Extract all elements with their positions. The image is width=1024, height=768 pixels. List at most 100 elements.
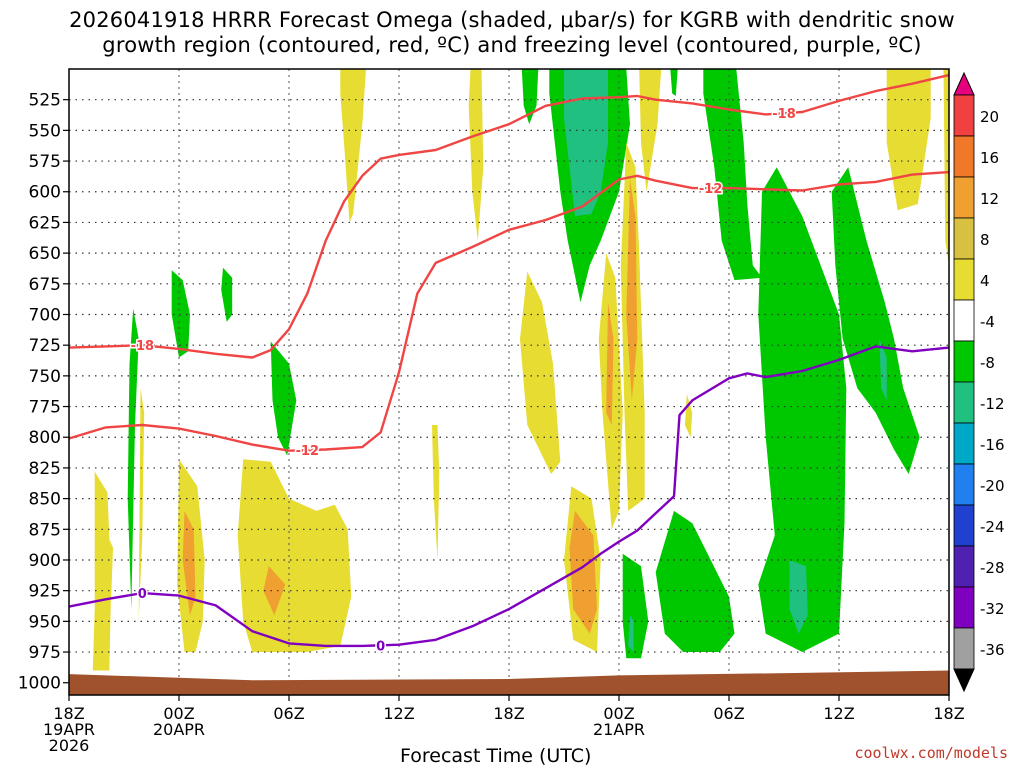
x-tick-label-0-1: 19APR xyxy=(43,720,95,739)
omega-region-0 xyxy=(340,69,366,223)
y-tick-label-650: 650 xyxy=(29,244,61,264)
y-tick-label-950: 950 xyxy=(29,612,61,632)
colorbar-swatch-2 xyxy=(953,176,975,219)
omega-region-33 xyxy=(628,615,634,652)
y-tick-label-900: 900 xyxy=(29,551,61,571)
colorbar-swatch-9 xyxy=(953,463,975,506)
omega-region-37 xyxy=(831,167,920,475)
colorbar-label-8: -16 xyxy=(980,436,1005,454)
y-tick-label-850: 850 xyxy=(29,490,61,510)
x-tick-label-36-0: 06Z xyxy=(713,704,744,723)
y-tick-label-575: 575 xyxy=(29,152,61,172)
colorbar-swatch-0 xyxy=(953,94,975,137)
y-tick-label-625: 625 xyxy=(29,213,61,233)
omega-region-35 xyxy=(758,167,847,652)
colorbar-label-6: -8 xyxy=(980,354,995,372)
colorbar-swatch-3 xyxy=(953,217,975,260)
y-tick-label-825: 825 xyxy=(29,459,61,479)
omega-region-21 xyxy=(263,566,286,616)
x-tick-label-18-0: 12Z xyxy=(383,704,414,723)
omega-region-14 xyxy=(127,308,139,610)
ground-surface xyxy=(69,670,949,695)
y-tick-label-875: 875 xyxy=(29,520,61,540)
contour-label-2-0: 0 xyxy=(138,587,147,602)
colorbar-label-3: 8 xyxy=(980,231,990,249)
contour-label-0-0: -18 xyxy=(131,339,155,354)
omega-region-27 xyxy=(606,302,614,425)
colorbar-label-9: -20 xyxy=(980,477,1005,495)
x-tick-label-0-0: 18Z xyxy=(53,704,84,723)
omega-region-19 xyxy=(182,510,196,616)
colorbar-swatch-10 xyxy=(953,504,975,547)
omega-region-8 xyxy=(703,69,762,281)
omega-region-22 xyxy=(520,271,561,475)
omega-region-7 xyxy=(670,69,678,96)
y-tick-label-775: 775 xyxy=(29,398,61,418)
contour-label-2-1: 0 xyxy=(376,639,385,654)
contour-line-0 xyxy=(68,73,950,359)
colorbar-bottom-arrow xyxy=(953,668,975,693)
contours: -18 -18 -12 -12 0 0 xyxy=(68,73,950,656)
y-axis: 525 550 575 600 625 650 675 700 725 750 775 800 825 8… xyxy=(18,91,69,694)
contour-label-1-0: -12 xyxy=(296,444,320,459)
ground-band xyxy=(69,670,949,695)
y-tick-label-800: 800 xyxy=(29,428,61,448)
y-tick-label-925: 925 xyxy=(29,582,61,602)
colorbar-label-10: -24 xyxy=(980,518,1005,536)
omega-region-32 xyxy=(622,553,649,659)
omega-region-2 xyxy=(432,425,440,560)
y-tick-label-1000: 1000 xyxy=(18,674,61,694)
omega-region-34 xyxy=(655,510,735,652)
credit-text: coolwx.com/models xyxy=(854,744,1008,762)
y-tick-label-975: 975 xyxy=(29,643,61,663)
omega-region-17 xyxy=(92,471,112,671)
contour-line-1 xyxy=(68,170,950,452)
omega-region-6 xyxy=(639,69,662,192)
title-line-1: 2026041918 HRRR Forecast Omega (shaded, … xyxy=(69,8,955,32)
y-tick-label-750: 750 xyxy=(29,367,61,387)
x-tick-label-6-0: 00Z xyxy=(163,704,194,723)
title-line-2: growth region (contoured, red, ºC) and f… xyxy=(102,33,922,57)
x-tick-label-12-0: 06Z xyxy=(273,704,304,723)
colorbar-label-12: -32 xyxy=(980,600,1005,618)
contour-label-1-1: -12 xyxy=(699,182,723,197)
omega-region-36 xyxy=(789,560,808,634)
colorbar-label-13: -36 xyxy=(980,641,1005,659)
omega-region-16 xyxy=(138,388,145,622)
y-tick-label-725: 725 xyxy=(29,336,61,356)
colorbar-label-4: 4 xyxy=(980,272,990,290)
y-tick-label-550: 550 xyxy=(29,121,61,141)
colorbar-label-7: -12 xyxy=(980,395,1005,413)
omega-region-38 xyxy=(879,339,887,401)
chart-title: 2026041918 HRRR Forecast Omega (shaded, … xyxy=(0,8,1024,58)
contour-label-0-1: -18 xyxy=(772,107,796,122)
contour-line-2 xyxy=(68,345,950,648)
omega-shading xyxy=(92,69,949,671)
colorbar-swatch-5 xyxy=(953,299,975,342)
grid-lines xyxy=(69,69,949,695)
omega-region-9 xyxy=(886,69,931,211)
y-tick-label-525: 525 xyxy=(29,91,61,111)
colorbar-swatch-12 xyxy=(953,586,975,629)
colorbar-swatch-13 xyxy=(953,627,975,670)
colorbar-swatch-7 xyxy=(953,381,975,424)
y-tick-label-600: 600 xyxy=(29,183,61,203)
y-tick-label-675: 675 xyxy=(29,275,61,295)
colorbar-label-1: 16 xyxy=(980,149,999,167)
x-tick-label-42-0: 12Z xyxy=(823,704,854,723)
omega-region-20 xyxy=(237,459,352,652)
colorbar: 20 16 12 8 4 -4 -8 -12 -16 -20 -24 -28 -32 -36 xyxy=(953,71,1005,693)
colorbar-swatch-11 xyxy=(953,545,975,588)
omega-region-25 xyxy=(569,510,597,634)
colorbar-top-arrow xyxy=(953,71,975,96)
omega-region-12 xyxy=(221,267,233,322)
x-tick-label-48-0: 18Z xyxy=(933,704,964,723)
colorbar-swatch-1 xyxy=(953,135,975,178)
x-tick-label-30-0: 00Z xyxy=(603,704,634,723)
omega-region-13 xyxy=(270,341,297,456)
x-tick-label-6-1: 20APR xyxy=(153,720,205,739)
colorbar-label-0: 20 xyxy=(980,108,999,126)
omega-region-1 xyxy=(468,69,484,241)
